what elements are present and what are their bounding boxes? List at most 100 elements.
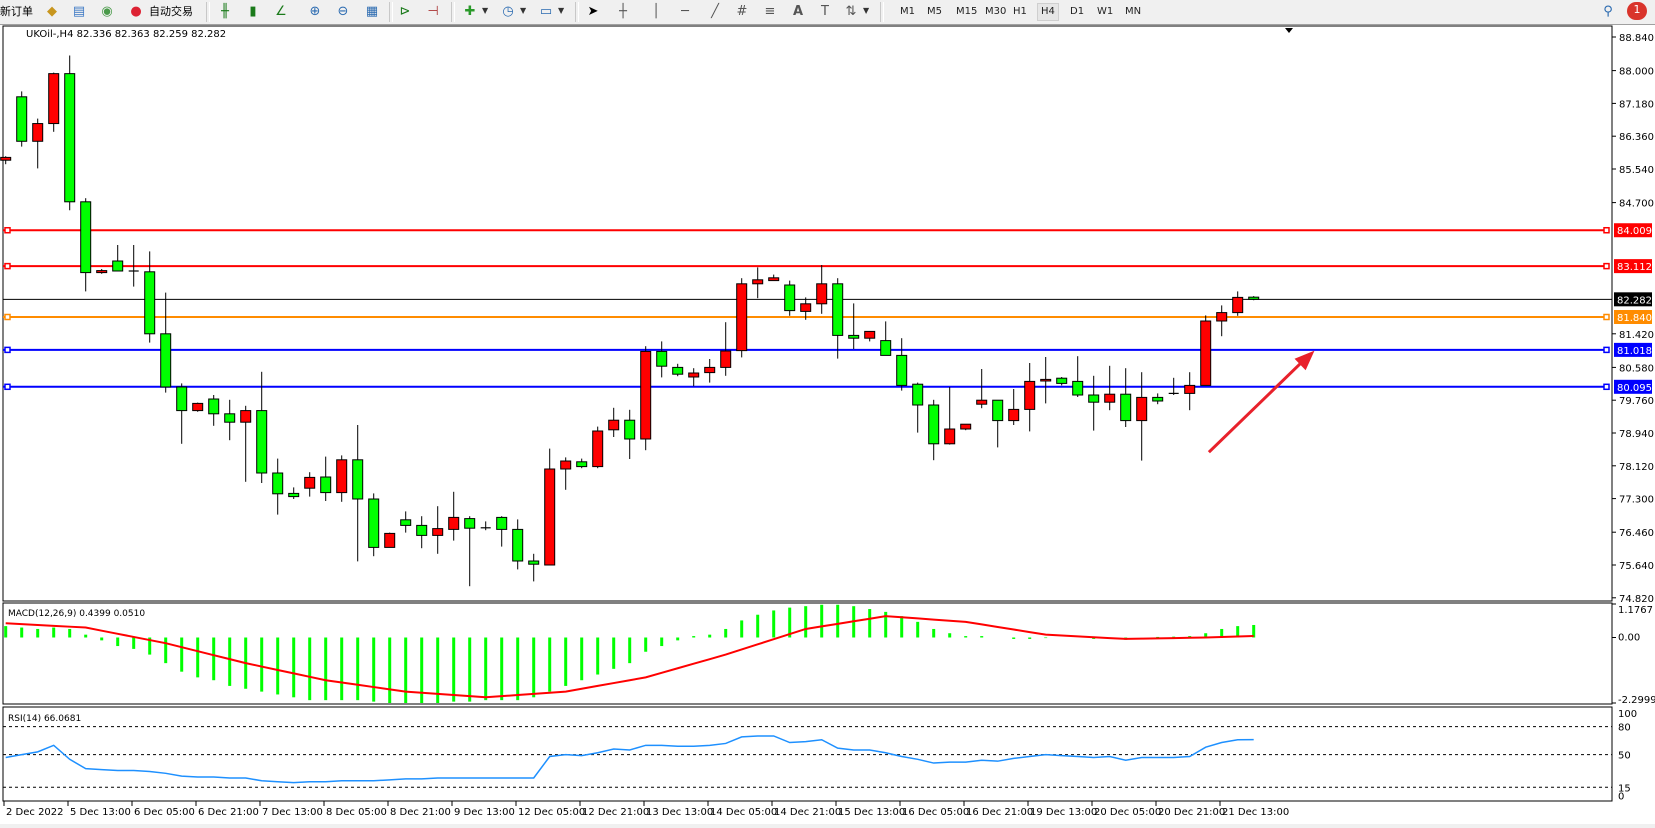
level-price-label: 80.095: [1617, 383, 1652, 394]
x-tick-label: 14 Dec 05:00: [710, 807, 777, 818]
notifications-icon[interactable]: 1: [1627, 2, 1647, 20]
candle-body: [912, 383, 924, 406]
candle-body: [48, 73, 60, 125]
fibonacci-fan-icon[interactable]: ≡: [764, 4, 776, 19]
text-label-icon[interactable]: T: [821, 4, 829, 19]
candle-body: [928, 404, 940, 445]
chart-shift-icon[interactable]: ⊣: [427, 4, 439, 19]
candle: [672, 363, 684, 377]
rsi-pane: [2, 706, 1613, 802]
candle: [704, 359, 716, 383]
timeframe-m15[interactable]: M15: [956, 6, 978, 17]
timeframe-h1[interactable]: H1: [1013, 6, 1027, 17]
arrows-dropdown-icon[interactable]: ▼: [863, 6, 870, 15]
timeframe-d1[interactable]: D1: [1070, 6, 1085, 17]
separator: [575, 2, 579, 22]
new-chart-icon[interactable]: ✚: [464, 4, 476, 19]
macd-y-tick-label: 1.1767: [1618, 605, 1653, 616]
auto-trading-button[interactable]: 自动交易: [149, 5, 193, 18]
candle: [32, 118, 44, 169]
line-chart-icon[interactable]: ∠: [275, 4, 287, 19]
level-handle-left[interactable]: [4, 313, 11, 321]
autoscroll-icon[interactable]: ⊳: [399, 4, 411, 19]
periods-icon[interactable]: ◷: [502, 4, 514, 19]
candle: [1120, 368, 1132, 427]
candle: [208, 395, 220, 426]
zoom-in-icon[interactable]: ⊕: [309, 4, 321, 19]
candle-body: [1248, 296, 1260, 300]
level-handle-right[interactable]: [1603, 383, 1610, 391]
y-tick-label: 81.420: [1619, 330, 1654, 341]
chart-window[interactable]: 88.840 88.000 87.180 86.360 85.540 84.700 81.4…: [0, 25, 1655, 824]
arrows-icon[interactable]: ⇅: [845, 4, 857, 19]
auto-trading-icon[interactable]: ●: [130, 4, 142, 19]
signals-icon[interactable]: ◉: [101, 4, 113, 19]
x-tick-label: 12 Dec 05:00: [518, 807, 585, 818]
timeframe-w1[interactable]: W1: [1097, 6, 1114, 17]
y-tick-label: 77.300: [1619, 495, 1654, 506]
crosshair-icon[interactable]: ┼: [619, 4, 627, 19]
candle-body: [192, 402, 204, 412]
level-handle-left[interactable]: [4, 346, 11, 354]
candle-body: [800, 303, 812, 312]
bar-chart-icon[interactable]: ╫: [221, 4, 229, 19]
x-tick-label: 6 Dec 05:00: [134, 807, 195, 818]
x-tick-label: 14 Dec 21:00: [774, 807, 841, 818]
candle-body: [1008, 408, 1020, 422]
timeframe-mn[interactable]: MN: [1125, 6, 1142, 17]
metaeditor-icon[interactable]: ◆: [47, 4, 57, 19]
level-handle-right[interactable]: [1603, 313, 1610, 321]
y-tick-label: 80.580: [1619, 363, 1654, 374]
level-price-tag: [1614, 223, 1652, 238]
candle-body: [640, 350, 652, 440]
candle: [1200, 315, 1212, 386]
tile-windows-icon[interactable]: ▦: [365, 4, 379, 19]
timeframe-m1[interactable]: M1: [900, 6, 915, 17]
vertical-line-icon[interactable]: │: [652, 4, 660, 19]
templates-dropdown-icon[interactable]: ▼: [558, 6, 565, 15]
new-order-button[interactable]: 新订单: [0, 5, 33, 18]
candle-body: [752, 279, 764, 285]
candle: [928, 399, 940, 461]
rsi-y-tick-label: 80: [1618, 723, 1631, 734]
level-handle-right[interactable]: [1603, 262, 1610, 270]
chart-shift-marker[interactable]: [1285, 28, 1293, 33]
candle-body: [496, 516, 508, 530]
text-icon[interactable]: A: [792, 4, 804, 19]
candle: [736, 278, 748, 358]
candle-body: [320, 476, 332, 494]
horizontal-line-icon[interactable]: ─: [681, 4, 689, 19]
fibonacci-channel-icon[interactable]: #: [736, 4, 748, 19]
templates-icon[interactable]: ▭: [539, 4, 553, 19]
trendline-icon[interactable]: ╱: [711, 4, 719, 19]
level-handle-right[interactable]: [1603, 346, 1610, 354]
cursor-icon[interactable]: ➤: [587, 4, 599, 19]
timeframe-m5[interactable]: M5: [927, 6, 942, 17]
candle: [128, 245, 139, 287]
candle-body: [1056, 377, 1068, 384]
zoom-out-icon[interactable]: ⊖: [337, 4, 349, 19]
candle-body: [256, 410, 268, 474]
candle-body: [96, 270, 108, 274]
candle: [272, 458, 284, 515]
candlestick-icon[interactable]: ▮: [249, 4, 257, 19]
level-handle-left[interactable]: [4, 226, 11, 234]
chart-title: UKOil-,H4 82.336 82.363 82.259 82.282: [26, 29, 226, 40]
y-tick-label: 85.540: [1619, 165, 1654, 176]
search-icon[interactable]: ⚲: [1603, 4, 1613, 19]
price-chart[interactable]: 88.840 88.000 87.180 86.360 85.540 84.700 81.4…: [0, 25, 1655, 824]
level-handle-left[interactable]: [4, 383, 11, 391]
candle: [592, 426, 604, 469]
candle-body: [720, 350, 732, 368]
periods-dropdown-icon[interactable]: ▼: [520, 6, 527, 15]
level-handle-left[interactable]: [4, 262, 11, 270]
candle-body: [368, 498, 380, 548]
timeframe-h4[interactable]: H4: [1037, 3, 1059, 21]
timeframe-m30[interactable]: M30: [985, 6, 1007, 17]
navigator-icon[interactable]: ▤: [72, 4, 86, 19]
new-chart-dropdown-icon[interactable]: ▼: [482, 6, 489, 15]
candle: [832, 278, 844, 359]
candle: [0, 156, 12, 165]
x-tick-label: 13 Dec 13:00: [646, 807, 713, 818]
level-handle-right[interactable]: [1603, 226, 1610, 234]
